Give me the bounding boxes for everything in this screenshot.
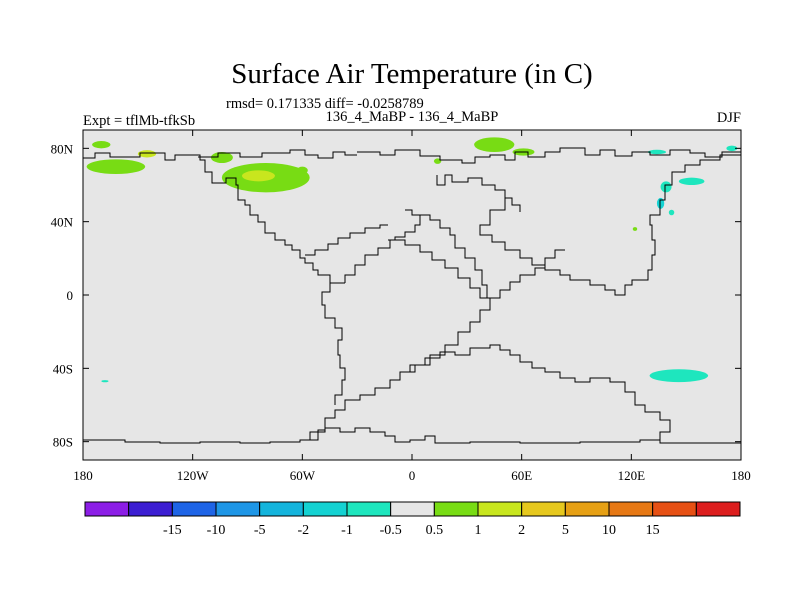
colorbar-swatch	[346, 501, 392, 517]
coastline-north-atlantic	[388, 209, 421, 241]
colorbar-label: 10	[602, 523, 616, 538]
coastline-antarctica	[83, 427, 741, 444]
coastline-indian-ocean	[487, 249, 565, 299]
anomaly-region-18	[101, 380, 109, 383]
map-background	[83, 130, 741, 460]
colorbar-label: -15	[163, 523, 182, 538]
anomaly-region-1	[137, 150, 157, 158]
x-tick-label: 60W	[290, 468, 316, 483]
y-tick-label: 40S	[53, 361, 73, 376]
colorbar-label: -5	[254, 523, 266, 538]
anomaly-region-14	[656, 197, 665, 209]
colorbar-swatch	[652, 501, 697, 517]
anomaly-region-11	[726, 145, 738, 152]
coastline-layer	[83, 147, 741, 444]
colorbar-swatch	[128, 501, 173, 517]
coastline-north-america-arctic	[198, 149, 357, 159]
coastline-south-america-west	[321, 282, 346, 405]
colorbar-swatch	[608, 501, 654, 517]
colorbar-swatch	[521, 501, 566, 517]
x-tick-label: 180	[73, 468, 93, 483]
coastline-africa	[420, 214, 488, 298]
period-label: 136_4_MaBP - 136_4_MaBP	[326, 109, 499, 125]
colorbar-label: 15	[646, 523, 660, 538]
y-tick-label: 80S	[53, 435, 73, 450]
x-tick-label: 60E	[511, 468, 532, 483]
coastline-asia-east	[479, 154, 741, 296]
colorbar-swatch	[564, 501, 610, 517]
colorbar-swatch	[171, 501, 217, 517]
stats-line: rmsd= 0.171335 diff= -0.0258789	[226, 96, 424, 112]
anomaly-region-13	[660, 181, 672, 193]
anomaly-region-10	[647, 149, 667, 155]
colorbar-label: 1	[475, 523, 482, 538]
colorbar-swatch	[302, 501, 348, 517]
x-tick-label: 0	[409, 468, 416, 483]
anomaly-region-7	[433, 158, 442, 164]
colorbar: -15 -10 -5 -2 -1 -0.5 0.5 1 2 5 10 15	[84, 501, 741, 538]
colorbar-swatch	[695, 501, 741, 517]
coastline-north-america	[83, 152, 345, 284]
x-tick-label: 120W	[177, 468, 210, 483]
chart-title: Surface Air Temperature (in C)	[231, 58, 592, 90]
colorbar-swatch	[215, 501, 261, 517]
anomaly-region-15	[668, 209, 675, 216]
anomaly-region-5	[242, 170, 275, 182]
colorbar-swatch	[433, 501, 479, 517]
coastline-europe	[436, 174, 521, 212]
colorbar-swatch	[84, 501, 130, 517]
colorbar-label: -0.5	[380, 523, 402, 538]
y-tick-label: 40N	[51, 215, 74, 230]
y-tick-label: 80N	[51, 141, 74, 156]
colorbar-label: -10	[207, 523, 226, 538]
colorbar-swatch	[390, 501, 435, 517]
anomaly-region-12	[678, 177, 705, 185]
anomaly-region-17	[649, 369, 709, 383]
season-label: DJF	[717, 110, 741, 126]
colorbar-label: 2	[518, 523, 525, 538]
colorbar-swatch	[477, 501, 523, 517]
colorbar-swatch	[259, 501, 304, 517]
anomaly-region-3	[210, 152, 233, 163]
x-tick-label: 120E	[618, 468, 646, 483]
anomaly-region-16	[632, 227, 638, 231]
axis-ticks: 180 120W 60W 0 60E 120E 180 80N 40N 0 40S 80S	[51, 130, 751, 483]
y-tick-label: 0	[67, 288, 74, 303]
x-tick-label: 180	[731, 468, 751, 483]
colorbar-label: -2	[297, 523, 309, 538]
coastline-caribbean	[305, 224, 388, 256]
colorbar-label: 5	[562, 523, 569, 538]
colorbar-label: -1	[341, 523, 353, 538]
anomaly-region-6	[296, 166, 308, 174]
anomaly-region-0	[86, 159, 146, 175]
experiment-label: Expt = tflMb-tfkSb	[83, 113, 195, 129]
coastline-antarctic-margin	[400, 344, 671, 441]
coastline-eurasia	[357, 147, 741, 164]
anomaly-region-8	[474, 137, 515, 153]
anomaly-region-2	[92, 141, 111, 149]
colorbar-label: 0.5	[426, 523, 444, 538]
anomaly-layer	[86, 137, 738, 383]
